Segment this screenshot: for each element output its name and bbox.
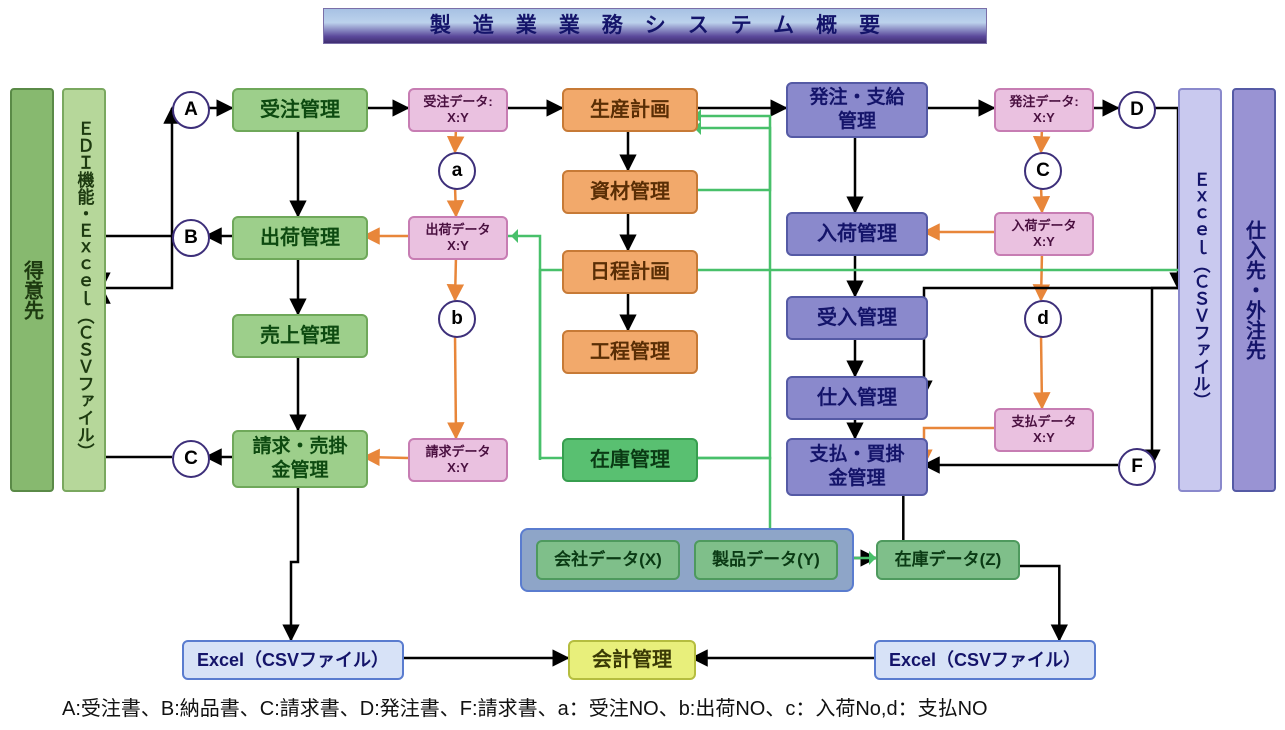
node-nyuka: 入荷管理 [786,212,928,256]
node-nyuka-data: 入荷データ X:Y [994,212,1094,256]
node-shiiresaki: 仕入先・外注先 [1232,88,1276,492]
circle-cA: A [172,91,210,129]
node-shiharai-data: 支払データ X:Y [994,408,1094,452]
node-shiire: 仕入管理 [786,376,928,420]
node-seihin-data: 製品データ(Y) [694,540,838,580]
circle-cCr: C [1024,152,1062,190]
node-shiharai: 支払・買掛 金管理 [786,438,928,496]
node-zaiko: 在庫管理 [562,438,698,482]
node-koutei: 工程管理 [562,330,698,374]
node-hacchu-data: 発注データ: X:Y [994,88,1094,132]
circle-cCleft: C [172,440,210,478]
node-uriage: 売上管理 [232,314,368,358]
node-kaikei: 会計管理 [568,640,696,680]
circle-cb: b [438,300,476,338]
node-shukka-data: 出荷データ X:Y [408,216,508,260]
circle-ca: a [438,152,476,190]
circle-cF: F [1118,448,1156,486]
node-ukeire: 受入管理 [786,296,928,340]
node-seisan: 生産計画 [562,88,698,132]
node-nittei: 日程計画 [562,250,698,294]
node-excel2: Excel（CSVファイル） [874,640,1096,680]
node-hacchu: 発注・支給 管理 [786,82,928,138]
circle-cD: D [1118,91,1156,129]
node-seikyu: 請求・売掛 金管理 [232,430,368,488]
node-shizai: 資材管理 [562,170,698,214]
node-juchu-data: 受注データ: X:Y [408,88,508,132]
circle-cd: d [1024,300,1062,338]
node-edi-left: ＥＤＩ機能・Ｅｘｃｅｌ（ＣＳＶファイル） [62,88,106,492]
node-juchu: 受注管理 [232,88,368,132]
diagram-root: { "title": "製造業業務システム概要", "colors": { "g… [0,0,1285,730]
legend-text: A:受注書、B:納品書、C:請求書、D:発注書、F:請求書、a：受注NO、b:出… [62,692,988,721]
node-shukka: 出荷管理 [232,216,368,260]
node-kaisha-data: 会社データ(X) [536,540,680,580]
node-excel1: Excel（CSVファイル） [182,640,404,680]
node-seikyu-data: 請求データ X:Y [408,438,508,482]
node-excel-right: Ｅｘｃｅｌ（ＣＳＶファイル） [1178,88,1222,492]
node-zaiko-data: 在庫データ(Z) [876,540,1020,580]
node-tokuisaki: 得意先 [10,88,54,492]
circle-cB: B [172,219,210,257]
